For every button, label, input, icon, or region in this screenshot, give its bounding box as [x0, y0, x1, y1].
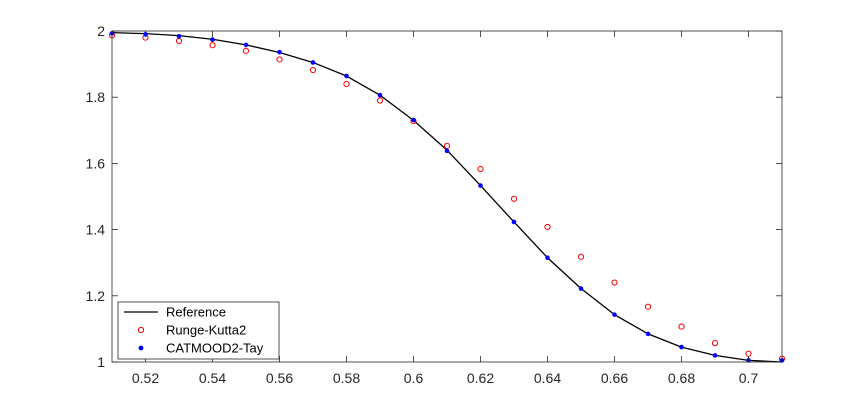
data-point-catmood2-tay: [210, 37, 215, 42]
y-tick-label: 1: [97, 354, 105, 370]
data-point-runge-kutta2: [242, 47, 250, 54]
legend-label-catmood2-tay: CATMOOD2-Tay: [166, 341, 264, 356]
data-point-catmood2-tay: [679, 344, 684, 350]
data-point-runge-kutta2: [343, 80, 350, 88]
data-point-catmood2-tay: [645, 331, 651, 337]
legend-label-reference: Reference: [166, 305, 226, 320]
legend-label-runge-kutta2: Runge-Kutta2: [166, 323, 246, 338]
x-tick-label: 0.64: [534, 370, 561, 386]
x-tick-label: 0.52: [132, 370, 159, 386]
data-point-catmood2-tay: [444, 148, 450, 154]
plot-frame: [111, 30, 783, 363]
data-point-catmood2-tay: [712, 353, 718, 358]
data-point-runge-kutta2: [477, 165, 484, 173]
data-point-runge-kutta2: [309, 66, 317, 74]
legend-swatch-catmood2-tay: [138, 345, 144, 351]
x-tick-label: 0.7: [739, 370, 759, 386]
data-point-catmood2-tay: [243, 42, 249, 48]
data-point-catmood2-tay: [310, 60, 316, 65]
x-tick-label: 0.62: [467, 370, 494, 386]
data-point-catmood2-tay: [578, 286, 584, 291]
data-point-runge-kutta2: [577, 253, 585, 260]
data-point-runge-kutta2: [510, 195, 518, 202]
axis-ticks-layer: [112, 30, 782, 363]
data-point-catmood2-tay: [411, 117, 416, 123]
data-point-runge-kutta2: [678, 323, 685, 330]
y-tick-label: 1.8: [86, 89, 106, 105]
data-point-catmood2-tay: [344, 73, 349, 79]
legend-swatch-runge-kutta2: [137, 326, 145, 334]
y-tick-label: 1.4: [86, 222, 106, 238]
legend: Reference Runge-Kutta2 CATMOOD2-Tay: [117, 301, 280, 360]
x-tick-label: 0.56: [266, 370, 293, 386]
x-tick-label: 0.54: [199, 370, 226, 386]
data-point-catmood2-tay: [612, 312, 617, 317]
data-point-catmood2-tay: [545, 255, 550, 261]
data-point-catmood2-tay: [176, 33, 182, 39]
x-tick-label: 0.58: [333, 370, 360, 386]
data-point-catmood2-tay: [511, 219, 517, 225]
data-point-runge-kutta2: [276, 56, 283, 63]
data-point-runge-kutta2: [711, 340, 719, 347]
y-tick-label: 1.6: [86, 155, 106, 171]
data-point-runge-kutta2: [443, 142, 451, 149]
data-point-runge-kutta2: [644, 303, 652, 310]
x-tick-label: 0.6: [404, 370, 424, 386]
data-point-runge-kutta2: [611, 279, 618, 286]
y-tick-label: 2: [97, 23, 105, 39]
data-point-runge-kutta2: [544, 223, 551, 231]
axis-tick-labels-layer: 0.52 0.54 0.56 0.58 0.6 0.62 0.64 0.66 0.68 0.7 1 1…: [86, 23, 759, 386]
data-point-runge-kutta2: [376, 97, 384, 104]
x-tick-label: 0.66: [601, 370, 628, 386]
catmood2-tay-markers-layer: [109, 31, 785, 363]
data-point-runge-kutta2: [209, 42, 216, 49]
x-tick-label: 0.68: [668, 370, 695, 386]
y-tick-label: 1.2: [86, 288, 106, 304]
data-point-catmood2-tay: [377, 92, 383, 98]
data-point-catmood2-tay: [478, 183, 483, 188]
data-point-catmood2-tay: [277, 49, 282, 55]
